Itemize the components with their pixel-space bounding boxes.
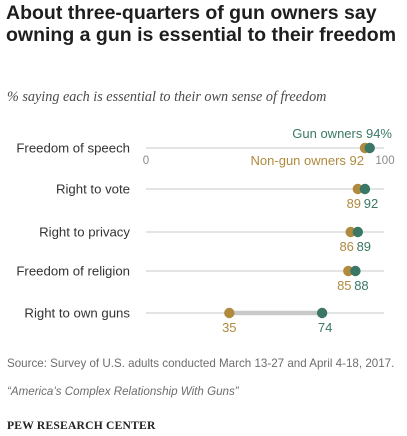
non-gun-owners-dot [352, 183, 364, 195]
row-label: Freedom of religion [16, 264, 130, 279]
tick-label: 100 [375, 155, 394, 167]
non-gun-owners-value: 85 [337, 278, 351, 293]
report-title: “America’s Complex Relationship With Gun… [7, 385, 239, 398]
series-name: Non-gun owners [251, 153, 347, 168]
non-gun-owners-dot [343, 265, 354, 277]
non-gun-owners-dot [345, 226, 356, 238]
row-label: Right to vote [56, 182, 130, 197]
row-label: Freedom of speech [16, 141, 130, 156]
non-gun-owners-value: 35 [222, 320, 236, 335]
gun-owners-dot [364, 142, 375, 154]
series-name: Gun owners [292, 126, 363, 141]
pew-logo: PEW RESEARCH CENTER [7, 419, 156, 432]
non-gun-owners-value: 86 [339, 239, 353, 254]
source-note: Source: Survey of U.S. adults conducted … [7, 357, 395, 370]
dot-plot: Freedom of speech 0 100 Gun owners 94% Non-g… [16, 126, 394, 335]
non-gun-owners-value: 89 [347, 196, 361, 211]
data-label: 92 [346, 153, 364, 168]
gun-owners-value: 88 [354, 278, 368, 293]
row-label: Right to privacy [39, 225, 130, 240]
gun-owners-dot [359, 183, 371, 195]
gun-owners-value: 89 [357, 239, 371, 254]
gun-owners-dot [316, 307, 328, 319]
tick-label: 0 [143, 155, 149, 167]
row-label: Right to own guns [24, 306, 130, 321]
gun-owners-dot [352, 226, 364, 238]
non-gun-owners-dot [224, 307, 235, 319]
data-label: 94% [362, 126, 392, 141]
chart-subtitle: % saying each is essential to their own … [7, 89, 327, 105]
non-gun-owners-label: Non-gun owners 92 [251, 153, 364, 168]
chart-title: About three-quarters of gun owners say o… [6, 2, 397, 46]
gun-owners-label: Gun owners 94% [292, 126, 392, 141]
gun-owners-dot [350, 265, 361, 277]
gun-owners-value: 92 [364, 196, 378, 211]
gun-owners-value: 74 [318, 320, 332, 335]
